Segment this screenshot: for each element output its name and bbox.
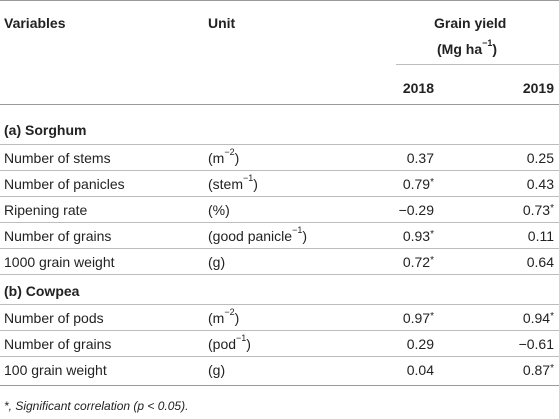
significance-mark-2019: *	[550, 363, 554, 374]
value-2018: 0.37	[406, 150, 434, 166]
header-bottom-rule	[0, 104, 559, 105]
row-value-2018: 0.04	[340, 361, 434, 382]
header-grain-yield-unit-close: )	[492, 41, 498, 57]
row-value-2018: 0.79*	[340, 175, 434, 196]
row-unit: (g)	[208, 253, 225, 271]
value-2019: 0.11	[527, 228, 554, 244]
header-unit: Unit	[208, 15, 236, 31]
value-2019: 0.87	[522, 362, 551, 378]
row-unit-sup: −1	[236, 333, 247, 344]
row-value-2018: 0.97*	[340, 309, 434, 330]
value-2018: 0.04	[406, 362, 434, 378]
row-unit: (g)	[208, 361, 225, 379]
row-unit-base: (m	[208, 310, 225, 326]
row-value-2019: −0.61	[460, 335, 554, 356]
row-rule	[0, 248, 559, 249]
significance-mark-2019: *	[550, 203, 554, 214]
header-grain-yield-unit-sup: −1	[482, 38, 493, 49]
header-grain-yield-unit-base: (Mg ha	[437, 41, 483, 57]
header-group-rule	[396, 64, 559, 65]
value-2019: 0.73	[522, 202, 551, 218]
table-footnote: *, Significant correlation (p < 0.05).	[4, 399, 189, 413]
row-value-2019: 0.87*	[460, 361, 554, 382]
value-2019: 0.43	[526, 176, 554, 192]
section-rule-sorghum	[0, 144, 559, 145]
table-top-rule	[0, 0, 559, 1]
row-variable: Number of grains	[4, 336, 112, 352]
row-variable: Ripening rate	[4, 202, 88, 218]
significance-mark-2018: *	[430, 255, 434, 266]
row-rule	[0, 274, 559, 275]
row-unit-sup: −1	[292, 225, 303, 236]
row-unit: (pod−1)	[208, 333, 251, 353]
row-variable: Number of grains	[4, 228, 112, 244]
row-unit-close: )	[246, 336, 251, 352]
header-year-2018: 2018	[402, 80, 434, 96]
row-rule	[0, 356, 559, 357]
value-2019: 0.64	[526, 254, 554, 270]
row-value-2019: 0.11	[460, 227, 554, 248]
row-rule	[0, 170, 559, 171]
row-unit-sup: −2	[224, 307, 235, 318]
row-unit-base: (%)	[208, 202, 230, 218]
row-unit-close: )	[302, 228, 307, 244]
value-2018: 0.79	[402, 176, 431, 192]
significance-mark-2019: *	[550, 311, 554, 322]
value-2018: 0.93	[402, 228, 431, 244]
row-variable: Number of pods	[4, 310, 104, 326]
header-grain-yield: Grain yield	[434, 15, 507, 31]
significance-mark-2018: *	[430, 229, 434, 240]
row-unit: (stem−1)	[208, 173, 258, 193]
header-grain-yield-unit: (Mg ha−1)	[437, 38, 498, 58]
row-value-2019: 0.94*	[460, 309, 554, 330]
row-value-2019: 0.43	[460, 175, 554, 196]
value-2018: 0.97	[402, 310, 431, 326]
header-variables: Variables	[4, 15, 66, 31]
row-value-2018: −0.29	[340, 201, 434, 222]
row-variable: 1000 grain weight	[4, 254, 115, 270]
row-unit-sup: −2	[224, 147, 235, 158]
value-2018: 0.29	[406, 336, 434, 352]
section-title-sorghum: (a) Sorghum	[4, 122, 87, 138]
value-2019: 0.25	[526, 150, 554, 166]
row-unit-base: (g)	[208, 254, 226, 270]
value-2019: −0.61	[518, 336, 554, 352]
row-unit-base: (stem	[208, 176, 243, 192]
row-rule	[0, 330, 559, 331]
row-unit: (m−2)	[208, 147, 240, 167]
row-unit-close: )	[234, 150, 240, 166]
header-year-2019: 2019	[522, 80, 554, 96]
value-2018: 0.72	[402, 254, 431, 270]
row-rule	[0, 222, 559, 223]
table-bottom-rule	[0, 385, 559, 386]
row-unit-close: )	[234, 310, 240, 326]
value-2018: −0.29	[398, 202, 434, 218]
section-rule-cowpea	[0, 304, 559, 305]
section-title-cowpea: (b) Cowpea	[4, 283, 80, 299]
row-unit-base: (good panicle	[208, 228, 293, 244]
row-value-2019: 0.64	[460, 253, 554, 274]
significance-mark-2018: *	[430, 311, 434, 322]
row-unit-base: (g)	[208, 362, 226, 378]
row-value-2019: 0.25	[460, 149, 554, 170]
row-value-2019: 0.73*	[460, 201, 554, 222]
value-2019: 0.94	[522, 310, 551, 326]
row-unit-close: )	[253, 176, 258, 192]
row-unit: (%)	[208, 201, 230, 219]
row-unit-sup: −1	[243, 173, 254, 184]
row-unit-base: (pod	[208, 336, 237, 352]
row-rule	[0, 196, 559, 197]
row-value-2018: 0.37	[340, 149, 434, 170]
row-value-2018: 0.93*	[340, 227, 434, 248]
row-variable: Number of stems	[4, 150, 111, 166]
row-unit: (m−2)	[208, 307, 240, 327]
significance-mark-2018: *	[430, 177, 434, 188]
row-value-2018: 0.72*	[340, 253, 434, 274]
row-variable: Number of panicles	[4, 176, 125, 192]
row-value-2018: 0.29	[340, 335, 434, 356]
row-unit-base: (m	[208, 150, 225, 166]
row-unit: (good panicle−1)	[208, 225, 307, 245]
row-variable: 100 grain weight	[4, 362, 107, 378]
